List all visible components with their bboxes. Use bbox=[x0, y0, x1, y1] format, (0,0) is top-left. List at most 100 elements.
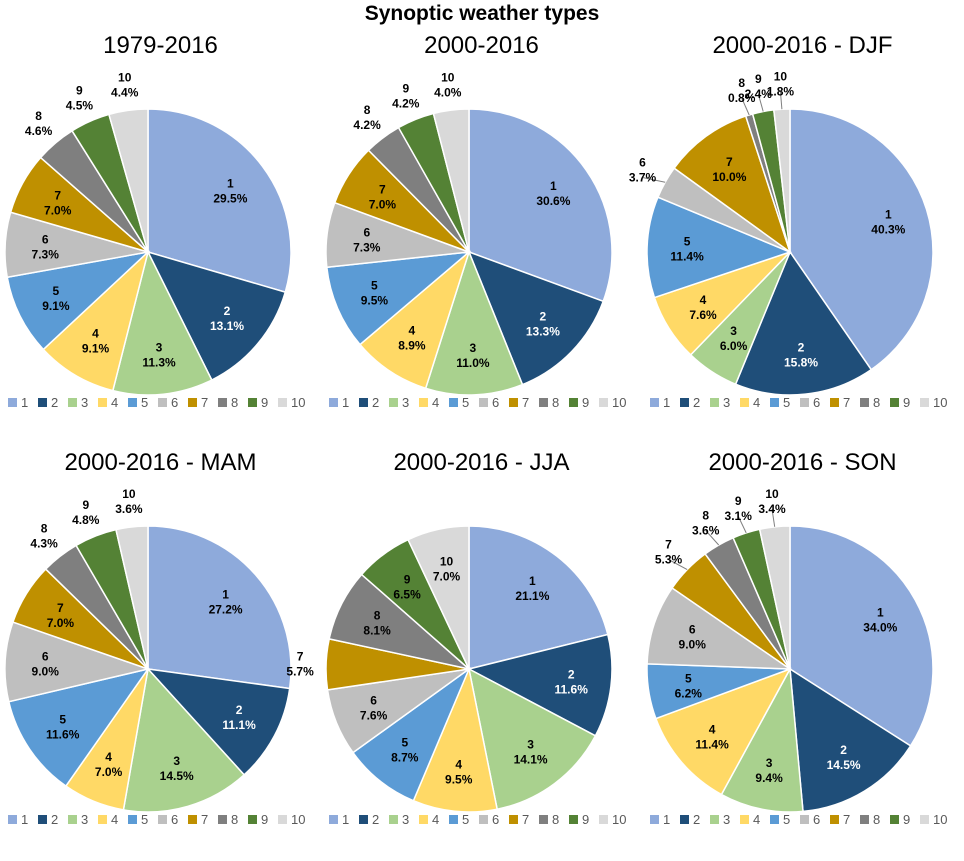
slice-value-label: 4.8% bbox=[72, 513, 100, 527]
slice-value-label: 5.7% bbox=[286, 664, 314, 678]
slice-labels: 127.2%211.1%314.5%47.0%511.6%69.0%77.0%8… bbox=[30, 487, 256, 783]
legend-swatch bbox=[128, 398, 137, 407]
legend-item-2: 2 bbox=[359, 395, 379, 410]
legend-item-4: 4 bbox=[740, 812, 760, 827]
pie-slice-1 bbox=[468, 525, 609, 670]
legend-item-6: 6 bbox=[800, 395, 820, 410]
slice-category-label: 1 bbox=[222, 587, 229, 601]
legend-swatch bbox=[830, 815, 839, 824]
legend-label: 4 bbox=[753, 395, 760, 410]
slice-value-label: 34.0% bbox=[863, 621, 897, 635]
pie-slice-4 bbox=[358, 249, 471, 390]
pie-slice-3 bbox=[424, 249, 524, 396]
legend-item-7: 7 bbox=[830, 812, 850, 827]
legend-label: 2 bbox=[693, 395, 700, 410]
slice-category-label: 9 bbox=[76, 84, 83, 98]
legend-item-9: 9 bbox=[248, 395, 268, 410]
slice-category-label: 4 bbox=[92, 327, 99, 341]
slice-category-label: 1 bbox=[529, 574, 536, 588]
slice-value-label: 1.8% bbox=[767, 84, 795, 98]
slice-category-label: 9 bbox=[735, 494, 742, 508]
pie-slice-10 bbox=[108, 108, 149, 253]
legend-swatch bbox=[860, 815, 869, 824]
slice-category-label: 5 bbox=[401, 736, 408, 750]
slice-value-label: 11.1% bbox=[222, 718, 256, 732]
legend-label: 7 bbox=[843, 395, 850, 410]
legend-item-6: 6 bbox=[479, 395, 499, 410]
legend-label: 3 bbox=[723, 812, 730, 827]
slice-value-label: 7.0% bbox=[369, 197, 397, 211]
legend-item-3: 3 bbox=[710, 812, 730, 827]
panel-title: 2000-2016 - DJF bbox=[712, 32, 893, 59]
legend-item-8: 8 bbox=[218, 812, 238, 827]
slice-value-label: 4.4% bbox=[111, 86, 139, 100]
legend-swatch bbox=[539, 815, 548, 824]
legend-label: 5 bbox=[462, 812, 469, 827]
slice-value-label: 3.1% bbox=[725, 509, 753, 523]
slice-category-label: 5 bbox=[685, 671, 692, 685]
pie-slice-10 bbox=[773, 108, 791, 253]
legend-item-8: 8 bbox=[539, 395, 559, 410]
slice-value-label: 2.4% bbox=[745, 87, 773, 101]
legend-item-8: 8 bbox=[860, 395, 880, 410]
slice-value-label: 14.1% bbox=[514, 753, 548, 767]
slice-category-label: 4 bbox=[700, 293, 707, 307]
legend-label: 7 bbox=[522, 812, 529, 827]
slice-category-label: 3 bbox=[730, 324, 737, 338]
legend-item-9: 9 bbox=[890, 395, 910, 410]
slice-value-label: 4.3% bbox=[30, 537, 58, 551]
slice-category-label: 8 bbox=[738, 76, 745, 90]
slice-category-label: 3 bbox=[156, 340, 163, 354]
pie-slice-2 bbox=[467, 250, 605, 386]
leader-line-9 bbox=[737, 515, 747, 534]
pie-panel-jja: 2000-2016 - JJA 1 21.1% 2 11.6% 3 14.1% 4 9.5% 5… bbox=[286, 449, 642, 861]
legend-item-5: 5 bbox=[770, 812, 790, 827]
legend-item-4: 4 bbox=[740, 395, 760, 410]
slice-value-label: 14.5% bbox=[827, 758, 861, 772]
pie-panel-1979-2016: 1979-2016 1 29.5% 2 13.1% 3 11.3% 4 9.1% 5 9.1% 6 7… bbox=[0, 32, 321, 444]
legend: 1 2 3 4 5 6 7 8 9 10 bbox=[8, 395, 305, 410]
pie-slice-3 bbox=[111, 249, 213, 396]
legend-swatch bbox=[329, 398, 338, 407]
pie-chart: 121.1%211.6%314.1%49.5%58.7%67.6%75.7%88… bbox=[286, 525, 626, 827]
legend-label: 7 bbox=[843, 812, 850, 827]
legend-item-3: 3 bbox=[389, 812, 409, 827]
legend-swatch bbox=[8, 398, 17, 407]
slice-value-label: 9.0% bbox=[32, 665, 60, 679]
slice-value-label: 9.0% bbox=[679, 638, 707, 652]
legend-swatch bbox=[800, 815, 809, 824]
legend-swatch bbox=[710, 815, 719, 824]
pie-chart: 127.2%211.1%314.5%47.0%511.6%69.0%77.0%8… bbox=[4, 487, 305, 827]
legend-swatch bbox=[680, 398, 689, 407]
legend-label: 8 bbox=[231, 812, 238, 827]
legend-swatch bbox=[68, 815, 77, 824]
slice-value-label: 15.8% bbox=[784, 355, 818, 369]
legend-label: 8 bbox=[552, 812, 559, 827]
slice-labels: 121.1% 211.6% 314.1% 49.5% 58.7% 67.6% 75.7% 88… bbox=[286, 555, 588, 787]
pie-slice-2 bbox=[146, 667, 291, 776]
legend-swatch bbox=[860, 398, 869, 407]
legend-swatch bbox=[479, 398, 488, 407]
slice-value-label: 3.6% bbox=[115, 502, 143, 516]
slice-value-label: 5.3% bbox=[655, 553, 683, 567]
legend-swatch bbox=[218, 815, 227, 824]
legend-swatch bbox=[770, 398, 779, 407]
panel-title: 2000-2016 bbox=[424, 32, 539, 59]
slice-category-label: 7 bbox=[57, 601, 64, 615]
slice-category-label: 10 bbox=[774, 69, 788, 83]
slices bbox=[4, 108, 292, 396]
pie-slice-4 bbox=[654, 667, 792, 796]
pie-slice-2 bbox=[146, 250, 287, 381]
legend-item-1: 1 bbox=[329, 395, 349, 410]
panel-title: 2000-2016 - JJA bbox=[393, 449, 570, 476]
pie-slice-3 bbox=[467, 667, 597, 811]
legend-item-9: 9 bbox=[890, 812, 910, 827]
legend-item-1: 1 bbox=[650, 812, 670, 827]
legend-item-2: 2 bbox=[680, 395, 700, 410]
slice-value-label: 21.1% bbox=[515, 589, 549, 603]
legend-item-4: 4 bbox=[419, 395, 439, 410]
slice-category-label: 7 bbox=[379, 182, 386, 196]
pie-slice-5 bbox=[6, 250, 151, 351]
slice-value-label: 13.3% bbox=[526, 325, 560, 339]
legend-swatch bbox=[278, 815, 287, 824]
